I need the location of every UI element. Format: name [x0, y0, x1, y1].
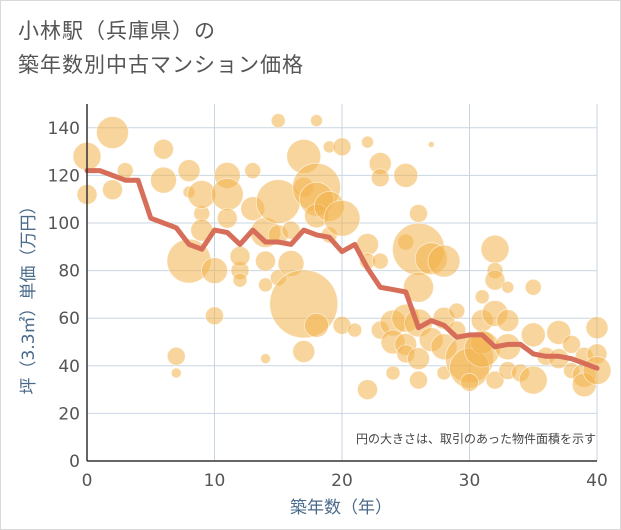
chart-title: 小林駅（兵庫県）の 築年数別中古マンション価格 — [18, 14, 304, 82]
bubble-23 — [244, 162, 262, 180]
bubble-22 — [232, 272, 248, 288]
bubble-2 — [96, 116, 129, 149]
y-tick-label-120: 120 — [48, 166, 80, 186]
bubble-89 — [480, 234, 510, 264]
bubble-9 — [177, 159, 201, 183]
x-axis-label: 築年数（年） — [290, 498, 392, 518]
x-tick-label-30: 30 — [459, 471, 481, 491]
y-tick-label-140: 140 — [48, 119, 80, 139]
bubble-3 — [102, 179, 123, 201]
y-tick-label-100: 100 — [48, 214, 80, 234]
y-tick-label-60: 60 — [58, 309, 80, 329]
bubble-95 — [496, 309, 520, 332]
y-tick-label-20: 20 — [58, 404, 80, 424]
chart-title-line-2: 築年数別中古マンション価格 — [18, 53, 304, 77]
size-legend-note: 円の大きさは、取引のあった物件面積を示す — [356, 431, 596, 446]
bubble-54 — [357, 379, 378, 401]
bubble-29 — [270, 113, 286, 129]
chart-title-line-1: 小林駅（兵庫県）の — [18, 19, 216, 43]
bubble-6 — [150, 166, 177, 194]
average-price-line — [84, 168, 600, 371]
bubble-61 — [385, 365, 401, 381]
chart-axes — [86, 104, 597, 462]
tick-labels: 0 20 40 60 80 100 120 140 0 10 20 30 40 — [48, 119, 608, 491]
bubble-105 — [562, 334, 581, 354]
bubble-7 — [166, 346, 186, 366]
y-tick-label-40: 40 — [58, 357, 80, 377]
bubble-73 — [427, 141, 435, 148]
x-tick-label-20: 20 — [331, 471, 353, 491]
bubble-39 — [310, 114, 323, 128]
bubble-80 — [448, 302, 466, 320]
bubble-69 — [403, 271, 434, 303]
bubble-51 — [361, 135, 374, 149]
bubble-72 — [409, 370, 428, 390]
bubble-18 — [210, 178, 244, 211]
x-tick-label-10: 10 — [204, 471, 226, 491]
bubble-43 — [304, 312, 329, 338]
bubble-87 — [474, 289, 490, 305]
bubble-101 — [518, 365, 548, 395]
bubble-76 — [427, 244, 461, 278]
bubble-56 — [370, 168, 390, 188]
bubble-50 — [347, 322, 363, 338]
bubble-47 — [332, 137, 352, 157]
bubble-27 — [258, 277, 273, 293]
bubble-34 — [281, 220, 301, 240]
bubble-48 — [323, 199, 361, 237]
trend-layer — [84, 168, 600, 371]
bubble-8 — [170, 367, 182, 379]
x-tick-label-0: 0 — [82, 471, 93, 491]
y-axis-label: 坪（3.3㎡）単価（万円） — [19, 197, 39, 394]
bubble-21 — [229, 245, 251, 267]
bubble-91 — [484, 269, 506, 291]
bubble-38 — [292, 340, 316, 363]
bubble-100 — [520, 322, 546, 348]
bubble-93 — [485, 370, 505, 390]
bubble-5 — [153, 138, 174, 160]
bubble-67 — [409, 204, 428, 223]
x-tick-label-40: 40 — [586, 471, 608, 491]
bubble-110 — [585, 316, 609, 340]
y-tick-label-80: 80 — [58, 262, 80, 282]
bubble-26 — [255, 250, 276, 272]
bubble-28 — [260, 353, 271, 365]
y-tick-label-0: 0 — [69, 452, 80, 472]
bubble-15 — [201, 257, 228, 285]
bubble-16 — [205, 306, 224, 326]
bubble-84 — [460, 373, 479, 392]
bubble-71 — [407, 347, 430, 371]
bubble-99 — [524, 278, 542, 296]
bubble-62 — [393, 162, 419, 188]
bubble-94 — [501, 280, 515, 294]
bubble-19 — [216, 207, 238, 229]
bubble-57 — [371, 252, 389, 270]
